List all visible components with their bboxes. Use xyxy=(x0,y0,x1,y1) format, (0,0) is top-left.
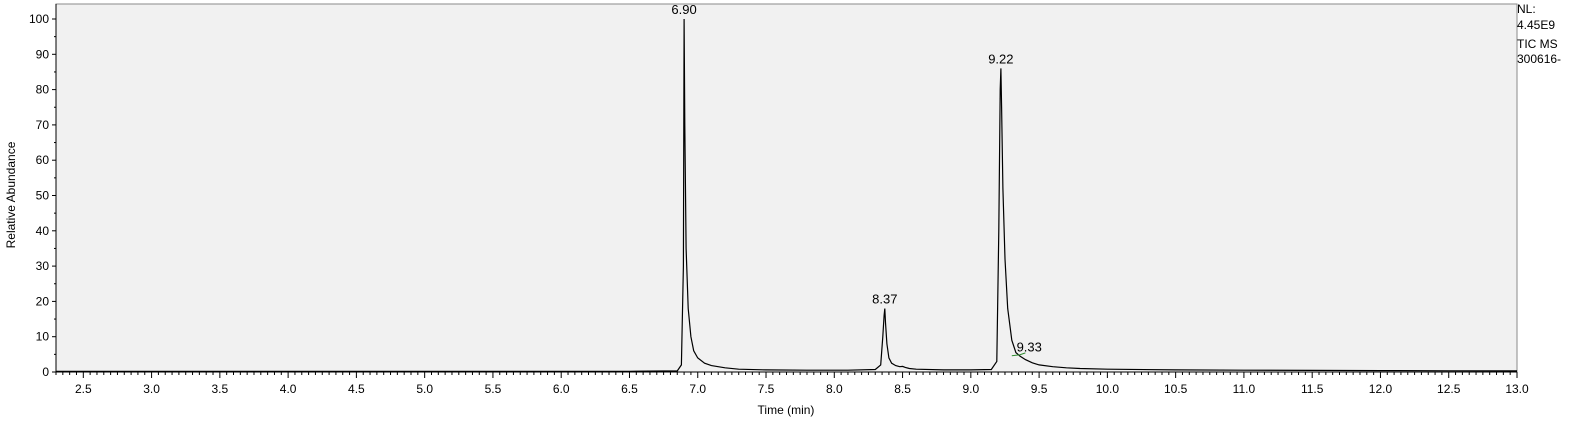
nl-value: 4.45E9 xyxy=(1517,19,1556,32)
y-tick-label: 60 xyxy=(36,153,50,167)
x-tick-label: 4.5 xyxy=(348,382,365,396)
x-tick-label: 7.0 xyxy=(689,382,706,396)
y-tick-label: 50 xyxy=(36,189,50,203)
nl-label: NL: xyxy=(1517,3,1536,16)
x-tick-label: 5.0 xyxy=(416,382,433,396)
x-tick-label: 4.0 xyxy=(280,382,297,396)
peak-labels: 6.90 8.37 9.22 9.33 xyxy=(671,2,1041,355)
x-tick-label: 10.0 xyxy=(1096,382,1120,396)
x-tick-label: 5.5 xyxy=(485,382,502,396)
y-axis-title: Relative Abundance xyxy=(4,141,18,248)
x-tick-label: 12.5 xyxy=(1437,382,1461,396)
y-axis: 0 10 20 30 40 50 60 70 80 90 100 xyxy=(29,4,57,379)
y-tick-label: 90 xyxy=(36,47,50,61)
x-tick-label: 11.0 xyxy=(1233,382,1256,396)
x-tick-label: 6.5 xyxy=(621,382,638,396)
peak-label: 8.37 xyxy=(872,291,897,306)
x-tick-label: 10.5 xyxy=(1164,382,1188,396)
y-tick-label: 20 xyxy=(36,294,50,308)
x-tick-label: 9.0 xyxy=(962,382,979,396)
x-tick-label: 2.5 xyxy=(75,382,92,396)
x-tick-label: 3.5 xyxy=(212,382,229,396)
x-tick-label: 12.0 xyxy=(1369,382,1393,396)
y-tick-label: 100 xyxy=(29,12,49,26)
y-tick-label: 30 xyxy=(36,259,50,273)
x-tick-label: 13.0 xyxy=(1505,382,1529,396)
x-tick-label: 8.5 xyxy=(894,382,911,396)
y-tick-label: 0 xyxy=(42,365,49,379)
peak-label: 9.33 xyxy=(1017,340,1042,355)
y-tick-label: 70 xyxy=(36,118,50,132)
x-tick-label: 3.0 xyxy=(143,382,160,396)
y-tick-label: 10 xyxy=(36,330,50,344)
x-tick-label: 7.5 xyxy=(758,382,775,396)
y-tick-label: 40 xyxy=(36,224,50,238)
x-tick-label: 8.0 xyxy=(826,382,843,396)
file-name: 300616- xyxy=(1517,53,1562,66)
x-axis-title: Time (min) xyxy=(758,403,815,417)
plot-area xyxy=(55,3,1518,373)
peak-label: 6.90 xyxy=(671,2,696,17)
scan-filter: TIC MS xyxy=(1517,38,1558,51)
x-tick-label: 11.5 xyxy=(1301,382,1324,396)
peak-integration-mark xyxy=(1011,352,1026,357)
peak-label: 9.22 xyxy=(988,51,1013,66)
x-axis: 2.5 3.0 3.5 4.0 4.5 5.0 5.5 6.0 6.5 7.0 7.5 8.0 8.5 9… xyxy=(55,371,1529,396)
tic-trace xyxy=(56,18,1518,372)
x-tick-label: 6.0 xyxy=(553,382,570,396)
y-tick-label: 80 xyxy=(36,83,50,97)
x-tick-label: 9.5 xyxy=(1031,382,1048,396)
